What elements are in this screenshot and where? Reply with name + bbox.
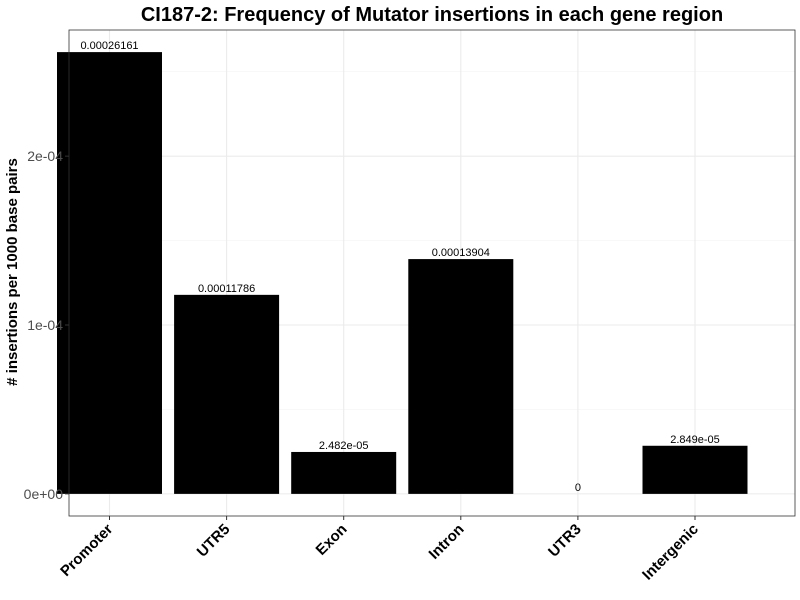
x-tick-label-utr5: UTR5: [194, 521, 234, 561]
bar-exon: [291, 451, 397, 494]
panel-border: [68, 29, 796, 517]
y-tick-label: 1e-04: [27, 317, 63, 333]
bar-promoter: [57, 52, 162, 494]
bar-intron: [408, 259, 514, 494]
x-tick-label-promoter: Promoter: [57, 521, 116, 580]
data-label-intergenic: 2.849e-05: [670, 434, 720, 446]
x-tick-label-intron: Intron: [426, 521, 468, 563]
x-tick-label-exon: Exon: [313, 521, 351, 559]
bar-intergenic: [642, 445, 748, 494]
data-label-intron: 0.00013904: [432, 247, 490, 259]
data-label-promoter: 0.00026161: [80, 40, 138, 52]
data-label-utr5: 0.00011786: [198, 283, 255, 295]
data-label-exon: 2.482e-05: [319, 440, 369, 452]
chart-title: CI187-2: Frequency of Mutator insertions…: [141, 4, 723, 26]
bar-utr5: [174, 294, 280, 494]
x-tick-label-utr3: UTR3: [545, 521, 585, 561]
data-labels: 0.00026161 0.00011786 2.482e-05 0.00013904 0…: [80, 40, 719, 494]
data-label-utr3: 0: [575, 482, 581, 494]
x-tick-label-intergenic: Intergenic: [639, 521, 702, 584]
y-axis-ticks: 0e+00 1e-04 2e-04: [24, 148, 69, 502]
y-tick-label: 2e-04: [27, 148, 63, 164]
x-axis-ticks: Promoter UTR5 Exon Intron UTR3 Intergenic: [57, 516, 702, 584]
y-tick-label: 0e+00: [24, 486, 64, 502]
bars: [57, 52, 748, 494]
y-axis-label: # insertions per 1000 base pairs: [4, 158, 21, 386]
